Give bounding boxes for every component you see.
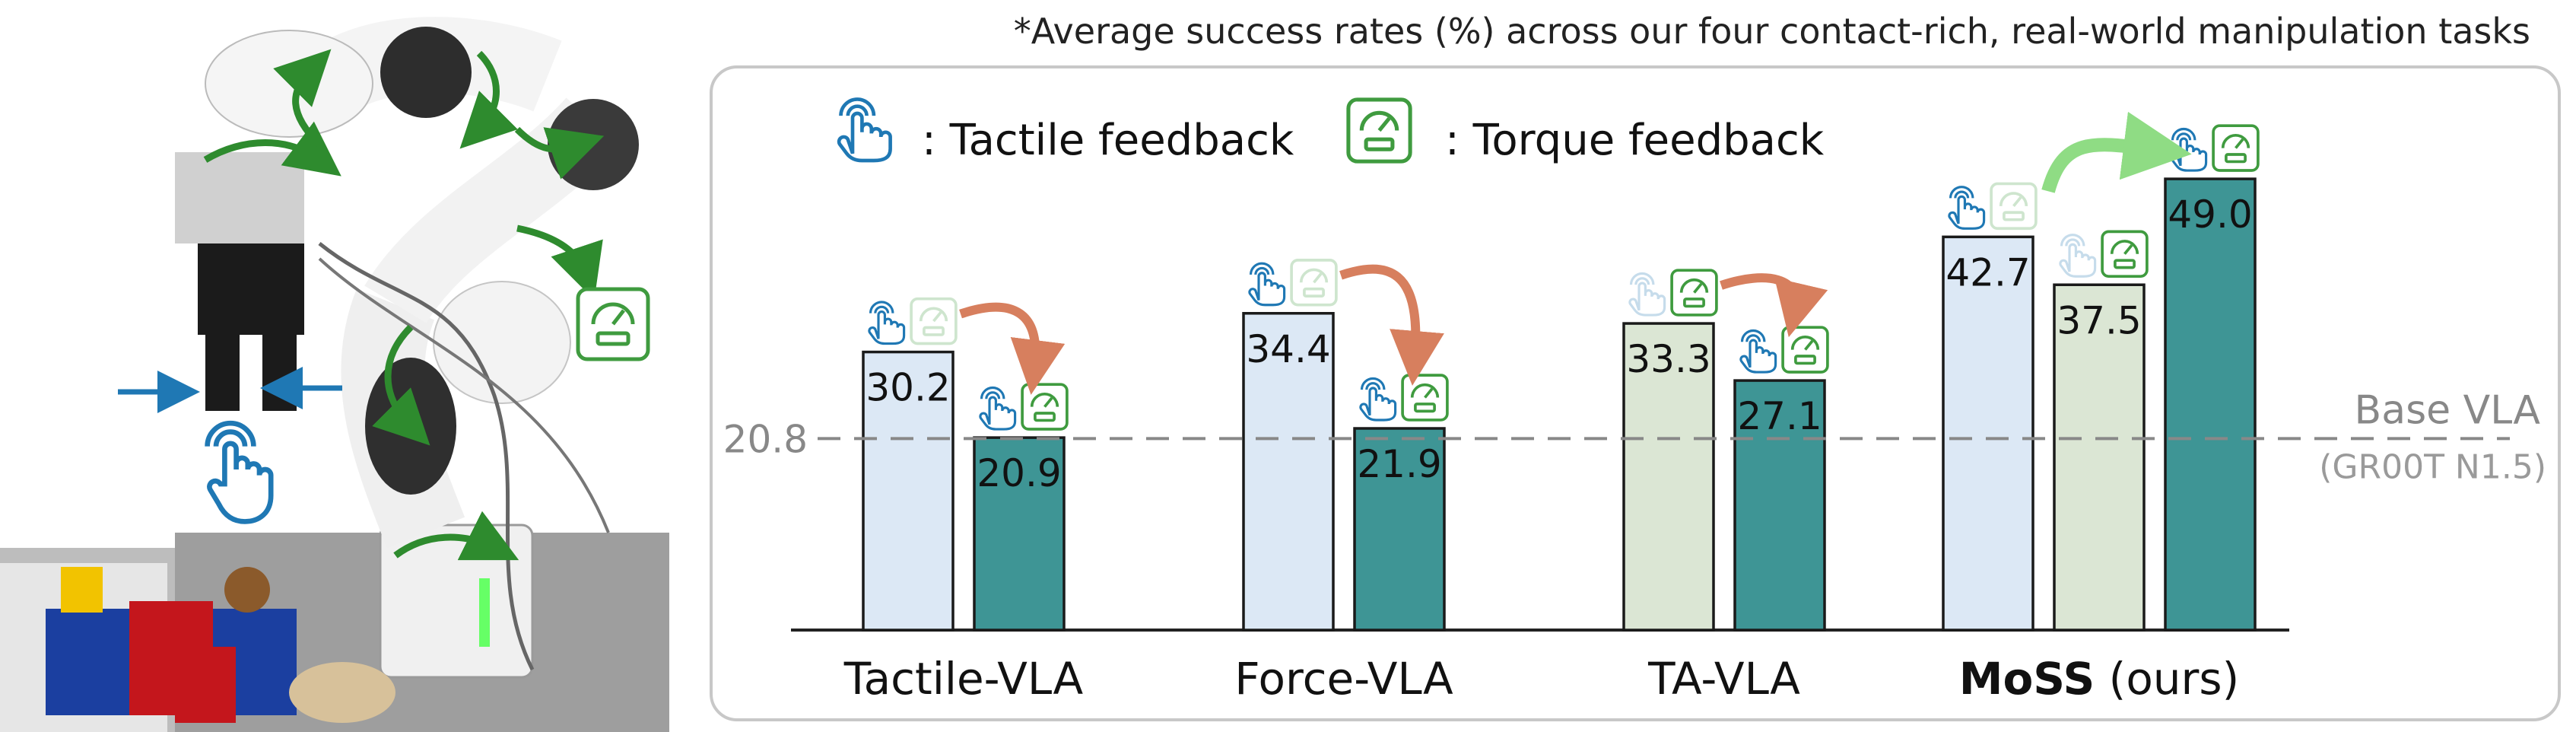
- bar-moss-combined: [2164, 177, 2257, 632]
- bar-value-label: 33.3: [1626, 337, 1710, 381]
- category-label: Tactile-VLA: [843, 653, 1084, 705]
- torque-gauge-icon: [1670, 269, 1718, 317]
- category-label: MoSS (ours): [1959, 653, 2240, 705]
- bar-value-label: 21.9: [1357, 442, 1441, 486]
- bar-value-label: 42.7: [1945, 250, 2030, 294]
- legend-torque-label: : Torque feedback: [1445, 116, 1825, 165]
- robot-arm-photo: [0, 0, 669, 732]
- baseline-sublabel: (GR00T N1.5): [2319, 447, 2546, 486]
- legend-torque-icon: [1348, 100, 1410, 161]
- tactile-hand-icon: [972, 380, 1023, 431]
- tactile-hand-icon: [1733, 323, 1784, 374]
- category-label: Force-VLA: [1234, 653, 1453, 705]
- bar-ta-vla-combined: [1733, 379, 1826, 632]
- transition-arrow: [1720, 273, 1828, 338]
- tactile-hand-icon: [2163, 121, 2214, 172]
- tactile-hand-icon: [1622, 266, 1672, 317]
- baseline-label: Base VLA: [2355, 387, 2541, 433]
- torque-gauge-icon: [910, 297, 958, 345]
- combine-arrow: [2041, 111, 2192, 193]
- torque-gauge-icon: [1781, 326, 1829, 374]
- bar-value-label: 27.1: [1737, 394, 1822, 438]
- tactile-hand-icon: [2052, 227, 2103, 278]
- bar-force-vla-tactile: [1242, 312, 1335, 632]
- category-label: TA-VLA: [1647, 653, 1800, 705]
- bar-moss-tactile: [1942, 235, 2034, 632]
- legend-tactile-icon: [829, 90, 900, 161]
- torque-gauge-icon: [1290, 259, 1338, 307]
- torque-gauge-icon: [2212, 124, 2260, 172]
- bar-value-label: 20.9: [977, 451, 1061, 495]
- chart-footnote: *Average success rates (%) across our fo…: [1013, 11, 2530, 52]
- legend: : Tactile feedback : Torque feedback: [829, 90, 1825, 165]
- torque-gauge-icon: [2101, 230, 2149, 278]
- torque-gauge-icon: [576, 287, 650, 361]
- bar-value-label: 49.0: [2168, 193, 2252, 237]
- tactile-hand-icon: [861, 294, 912, 345]
- bar-tactile-vla-combined: [973, 436, 1066, 632]
- transition-arrow: [1339, 264, 1444, 386]
- bar-force-vla-combined: [1353, 427, 1446, 632]
- tactile-hand-icon: [205, 420, 274, 524]
- tactile-hand-icon: [1352, 371, 1403, 422]
- torque-gauge-icon: [1401, 374, 1449, 422]
- baseline-tick: 20.8: [723, 417, 808, 461]
- bar-tactile-vla-tactile: [862, 350, 954, 632]
- torque-gauge-icon: [1021, 383, 1069, 431]
- torque-gauge-icon: [1990, 182, 2038, 231]
- bar-value-label: 30.2: [866, 366, 950, 410]
- transition-arrow: [959, 302, 1066, 395]
- bar-moss-torque: [2053, 283, 2146, 632]
- bar-value-label: 34.4: [1246, 327, 1330, 371]
- legend-tactile-label: : Tactile feedback: [922, 116, 1294, 165]
- tactile-hand-icon: [1941, 179, 1992, 230]
- bar-ta-vla-torque: [1622, 322, 1715, 632]
- tactile-hand-icon: [1241, 256, 1292, 307]
- bar-value-label: 37.5: [2057, 298, 2141, 342]
